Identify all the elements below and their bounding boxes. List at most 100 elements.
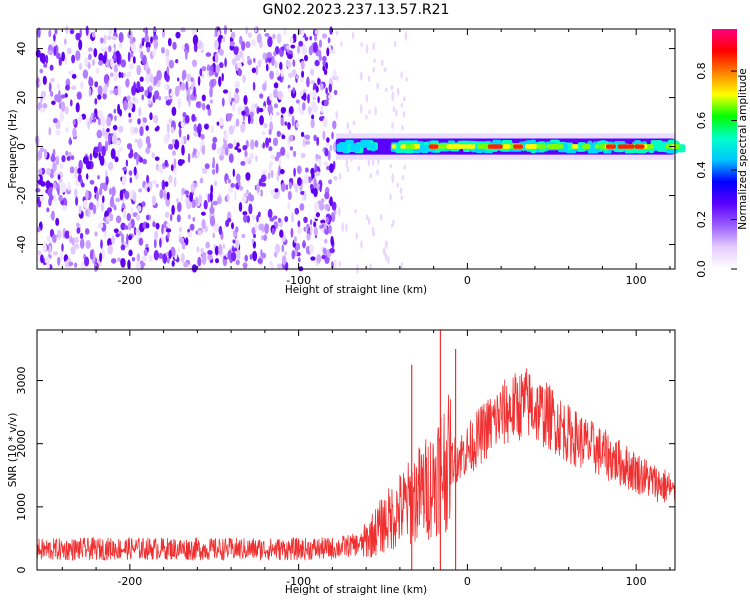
- spectrogram-cell: [50, 91, 54, 97]
- spectrogram-cell: [115, 233, 120, 238]
- spectrogram-cell: [248, 203, 253, 215]
- spectrogram-cell: [88, 88, 92, 97]
- spectrogram-cell: [36, 226, 41, 233]
- spectrogram-cell: [60, 182, 67, 193]
- spectrogram-cell: [219, 48, 224, 56]
- spectrogram-cell: [297, 227, 302, 235]
- spectrogram-cell: [297, 44, 300, 55]
- spectrogram-cell: [125, 78, 130, 88]
- spectrogram-cell: [74, 165, 78, 175]
- spectrogram-cell: [92, 204, 97, 215]
- spectrogram-cell: [122, 175, 127, 184]
- spectrogram-cell: [301, 60, 305, 70]
- spectrogram-cell: [391, 173, 395, 184]
- spectrogram-cell: [298, 257, 301, 263]
- spectrogram-cell: [146, 214, 149, 221]
- spectrogram-cell: [82, 69, 89, 79]
- spectrogram-cell: [384, 87, 388, 92]
- spectrogram-cell: [168, 249, 172, 259]
- spectrogram-cell: [98, 186, 103, 196]
- spectrogram-cell: [61, 243, 64, 252]
- spectrogram-cell: [297, 220, 301, 228]
- spectrogram-cell: [286, 60, 292, 69]
- spectrogram-cell: [402, 111, 406, 118]
- spectrogram-cell: [287, 122, 291, 130]
- spectrogram-cell: [64, 106, 69, 115]
- spectrogram-cell: [279, 61, 283, 70]
- spectrogram-cell: [324, 161, 328, 166]
- spectrogram-cell: [50, 155, 56, 163]
- spectrogram-cell: [219, 62, 224, 69]
- spectrogram-cell: [51, 100, 56, 106]
- spectrogram-cell: [351, 31, 355, 40]
- spectrogram-cell: [108, 28, 113, 36]
- spectrogram-cell: [97, 110, 104, 119]
- spectrogram-cell: [65, 25, 69, 34]
- x-tick-label: -200: [117, 274, 142, 287]
- spectrogram-cell: [305, 167, 309, 173]
- spectrogram-cell: [325, 87, 328, 95]
- spectrogram-cell: [87, 62, 91, 70]
- spectrogram-cell: [52, 251, 59, 256]
- spectrogram-cell: [114, 156, 119, 163]
- spectrogram-cell: [210, 184, 214, 195]
- spectrogram-cell: [214, 52, 219, 64]
- spectrogram-cell: [315, 155, 322, 160]
- spectrogram-cell: [254, 140, 259, 148]
- spectrogram-cell: [163, 189, 167, 200]
- spectrogram-cell: [136, 253, 141, 262]
- spectrogram-cell: [273, 51, 277, 57]
- spectrogram-cell: [269, 112, 273, 122]
- spectrogram-cell: [401, 175, 405, 181]
- spectrogram-cell: [244, 254, 248, 262]
- spectrogram-cell: [190, 76, 194, 83]
- spectrogram-cell: [185, 81, 189, 91]
- spectrogram-cell: [164, 95, 169, 101]
- spectrogram-cell: [85, 189, 89, 201]
- spectrogram-cell: [268, 146, 273, 152]
- spectrogram-cell: [314, 29, 319, 35]
- spectrogram-cell: [267, 36, 273, 48]
- spectrogram-cell: [197, 229, 203, 236]
- spectrogram-cell: [189, 223, 195, 231]
- spectrogram-cell: [294, 249, 298, 257]
- spectrogram-cell: [243, 214, 248, 223]
- spectrogram-cell: [211, 168, 216, 175]
- spectrogram-cell: [302, 240, 306, 249]
- spectrogram-cell: [133, 226, 137, 236]
- spectrogram-cell: [221, 72, 224, 82]
- spectrogram-cell: [127, 222, 132, 231]
- spectrogram-cell: [201, 102, 206, 111]
- spectrogram-cell: [262, 142, 265, 149]
- spectrogram-cell: [201, 94, 206, 102]
- spectrogram-cell: [373, 58, 376, 63]
- spectrogram-cell: [287, 54, 293, 59]
- spectrogram-cell: [86, 173, 89, 180]
- spectrogram-cell: [221, 97, 225, 107]
- spectrogram-cell: [88, 47, 93, 52]
- spectrogram-cell: [365, 43, 369, 54]
- spectrogram-cell: [235, 226, 239, 233]
- spectrogram-cell: [185, 237, 189, 246]
- spectrogram-cell: [260, 189, 263, 197]
- spectrogram-cell: [101, 127, 106, 137]
- spectrogram-cell: [190, 96, 196, 101]
- spectrogram-cell: [55, 130, 61, 136]
- spectrogram-cell: [315, 85, 319, 93]
- spectrogram-cell: [78, 159, 83, 171]
- spectrogram-cell: [93, 48, 98, 58]
- spectrogram-cell: [75, 178, 80, 187]
- spectrogram-cell: [125, 159, 129, 167]
- spectrogram-cell: [204, 163, 210, 170]
- spectrogram-cell: [228, 179, 231, 184]
- spectrogram-cell: [228, 125, 235, 135]
- spectrogram-cell: [306, 76, 310, 88]
- spectrogram-cell: [261, 131, 266, 136]
- spectrogram-cell: [173, 165, 177, 176]
- spectrogram-cell: [57, 229, 62, 240]
- spectrogram-cell: [314, 201, 320, 213]
- spectrogram-cell: [72, 119, 76, 126]
- spectrogram-cell: [372, 66, 376, 73]
- spectrogram-cell: [136, 81, 141, 90]
